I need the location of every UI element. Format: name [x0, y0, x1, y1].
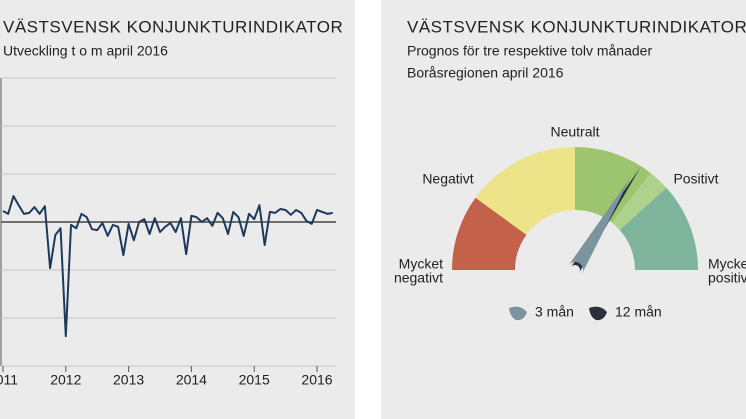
band-label: Mycket: [399, 256, 443, 272]
gauge-band: [619, 187, 698, 270]
chart-subtitle: Prognos för tre respektive tolv månader: [407, 43, 652, 59]
band-label: Mycket: [708, 256, 746, 272]
chart-subtitle: Utveckling t o m april 2016: [3, 43, 168, 59]
chart-title: VÄSTSVENSK KONJUNKTURINDIKATOR: [407, 17, 746, 36]
gauge-band: [575, 147, 651, 223]
x-tick-label: 2013: [113, 372, 144, 388]
band-label: Negativt: [422, 171, 473, 187]
legend-label: 12 mån: [615, 304, 662, 320]
gauge-band: [475, 147, 575, 235]
chart-title: VÄSTSVENSK KONJUNKTURINDIKATOR: [3, 17, 343, 36]
band-label: Positivt: [673, 171, 718, 187]
needle: [568, 177, 631, 275]
x-tick-label: 2015: [239, 372, 270, 388]
data-line: [2, 195, 333, 338]
legend-swatch: [509, 306, 527, 321]
left-panel: [0, 0, 355, 419]
band-label: negativt: [394, 270, 443, 286]
band-label: positivt: [708, 270, 746, 286]
x-tick-label: 2016: [301, 372, 332, 388]
chart-subtitle: Boråsregionen april 2016: [407, 65, 564, 81]
legend-swatch: [589, 306, 607, 321]
x-tick-label: 2014: [176, 372, 207, 388]
band-label: Neutralt: [550, 124, 599, 140]
x-tick-label: 2012: [50, 372, 81, 388]
gauge-band: [611, 173, 667, 230]
legend-label: 3 mån: [535, 304, 574, 320]
gauge-band: [452, 197, 527, 270]
x-tick-label: 2011: [0, 372, 18, 388]
